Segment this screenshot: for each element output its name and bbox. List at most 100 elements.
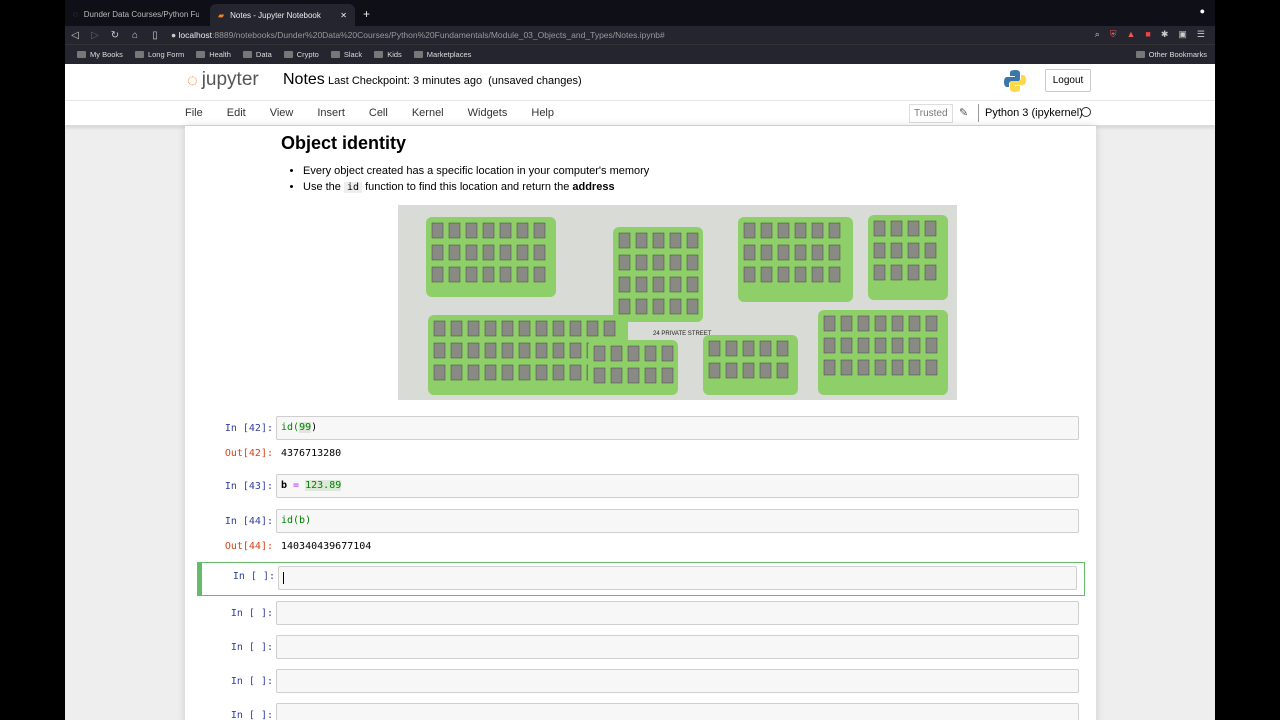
unsaved-text: (unsaved changes)	[488, 75, 582, 87]
menu-file[interactable]: File	[185, 107, 203, 119]
map-house	[924, 220, 937, 237]
map-house	[431, 222, 444, 239]
map-house	[873, 220, 886, 237]
jupyter-logo[interactable]: ◌ jupyter	[187, 69, 259, 91]
map-house	[610, 345, 623, 362]
map-house	[652, 276, 665, 293]
map-house	[467, 342, 480, 359]
menu-edit[interactable]: Edit	[226, 107, 246, 119]
map-house	[823, 315, 836, 332]
map-house	[433, 342, 446, 359]
menu-help[interactable]: Help	[531, 107, 554, 119]
map-house	[627, 345, 640, 362]
map-house	[552, 364, 565, 381]
tab-notes[interactable]: ▰ Notes - Jupyter Notebook ✕	[210, 4, 355, 26]
output-text: 140340439677104	[281, 541, 372, 552]
pencil-icon[interactable]: ✎	[959, 107, 969, 119]
bookmark-folder[interactable]: Kids	[374, 50, 402, 59]
zoom-icon[interactable]: ⌕	[1094, 29, 1100, 39]
code-text: b	[281, 480, 294, 491]
tab-dunder[interactable]: ◌ Dunder Data Courses/Python Fund...	[65, 4, 210, 24]
map-house	[516, 244, 529, 261]
bullet-text: function to find this location and retur…	[362, 181, 573, 193]
bookmark-icon[interactable]: ▯	[152, 29, 158, 41]
map-street-label: 24 PRIVATE STREET	[653, 331, 712, 337]
bookmark-folder[interactable]: Crypto	[283, 50, 319, 59]
map-house	[516, 222, 529, 239]
cell-input[interactable]: id(b)	[276, 509, 1079, 533]
map-house	[603, 320, 616, 337]
bookmark-folder[interactable]: Slack	[330, 50, 362, 59]
map-house	[907, 264, 920, 281]
cell-input[interactable]	[278, 566, 1077, 590]
cell-input[interactable]	[276, 669, 1079, 693]
folder-icon	[413, 51, 423, 58]
notebook-title[interactable]: Notes	[283, 71, 325, 88]
bookmark-folder[interactable]: Marketplaces	[413, 50, 472, 59]
map-house	[811, 266, 824, 283]
bookmark-folder[interactable]: Data	[242, 50, 272, 59]
cell-input[interactable]: b = 123.89	[276, 474, 1079, 498]
map-house	[828, 244, 841, 261]
wallet-icon[interactable]: ▣	[1178, 29, 1187, 39]
cell-input[interactable]: id(99)	[276, 416, 1079, 440]
in-prompt: In [ ]:	[230, 608, 273, 619]
map-house	[857, 359, 870, 376]
map-house	[924, 242, 937, 259]
selected-code-cell[interactable]: In [ ]:	[197, 562, 1085, 596]
map-house	[450, 320, 463, 337]
menu-cell[interactable]: Cell	[368, 107, 388, 119]
map-house	[533, 244, 546, 261]
menu-insert[interactable]: Insert	[317, 107, 345, 119]
menu-kernel[interactable]: Kernel	[411, 107, 444, 119]
in-prompt: In [43]:	[224, 481, 273, 492]
bookmark-folder[interactable]: My Books	[77, 50, 123, 59]
map-house	[433, 364, 446, 381]
logout-button[interactable]: Logout	[1045, 69, 1091, 92]
cell-input[interactable]	[276, 703, 1079, 720]
back-icon[interactable]: ◁	[71, 29, 79, 41]
menu-icon[interactable]: ☰	[1196, 29, 1205, 39]
kernel-name[interactable]: Python 3 (ipykernel)	[978, 104, 1083, 122]
map-house	[484, 320, 497, 337]
url-field[interactable]: ● localhost:8889/notebooks/Dunder%20Data…	[171, 30, 665, 40]
map-house	[433, 320, 446, 337]
extension-icon[interactable]: ■	[1145, 29, 1151, 39]
cell-input[interactable]	[276, 635, 1079, 659]
profile-icon[interactable]: ●	[1199, 6, 1205, 16]
map-house	[890, 242, 903, 259]
map-house	[482, 222, 495, 239]
reload-icon[interactable]: ↻	[110, 29, 120, 41]
new-tab-button[interactable]: +	[363, 7, 371, 21]
bold-text: address	[572, 181, 615, 193]
puzzle-icon[interactable]: ✱	[1160, 29, 1169, 39]
bookmark-folder[interactable]: Long Form	[134, 50, 184, 59]
other-bookmarks[interactable]: Other Bookmarks	[1135, 50, 1207, 59]
folder-icon	[134, 51, 144, 58]
close-tab-icon[interactable]: ✕	[340, 10, 347, 20]
trusted-indicator[interactable]: Trusted	[909, 104, 953, 123]
map-house	[518, 364, 531, 381]
map-house	[644, 367, 657, 384]
inline-code: id	[343, 182, 363, 193]
home-icon[interactable]: ⌂	[131, 29, 139, 41]
map-house	[618, 276, 631, 293]
neighborhood-map-image: 24 PRIVATE STREET	[398, 205, 957, 400]
map-house	[652, 232, 665, 249]
out-prompt: Out[42]:	[224, 448, 273, 459]
bookmark-label: Marketplaces	[426, 50, 472, 59]
forward-icon[interactable]: ▷	[91, 29, 99, 41]
map-house	[569, 364, 582, 381]
menu-view[interactable]: View	[269, 107, 294, 119]
menu-widgets[interactable]: Widgets	[467, 107, 508, 119]
map-house	[794, 222, 807, 239]
rewards-icon[interactable]: ▲	[1126, 29, 1136, 39]
cell-input[interactable]	[276, 601, 1079, 625]
map-house	[811, 244, 824, 261]
folder-icon	[242, 51, 252, 58]
output-text: 4376713280	[281, 448, 342, 459]
map-house	[499, 222, 512, 239]
map-house	[465, 222, 478, 239]
brave-shield-icon[interactable]: ⛨	[1109, 29, 1117, 39]
bookmark-folder[interactable]: Health	[196, 50, 231, 59]
